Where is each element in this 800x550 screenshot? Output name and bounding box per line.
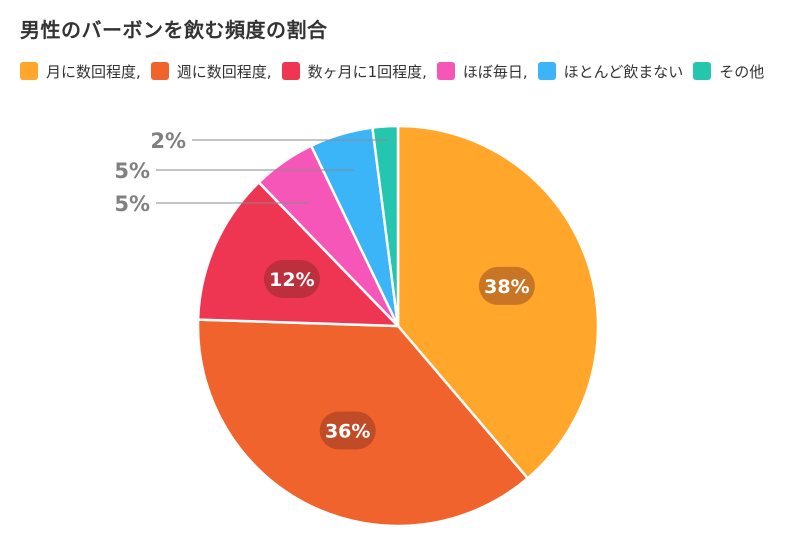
legend-item[interactable]: 月に数回程度, <box>20 62 141 81</box>
pie-slice[interactable] <box>196 181 400 328</box>
data-label-background <box>319 411 376 450</box>
data-label-background <box>263 260 320 298</box>
legend-label: ほぼ毎日, <box>462 62 528 81</box>
legend-label: 週に数回程度, <box>176 62 272 81</box>
data-label: 38% <box>484 276 529 298</box>
data-label: 36% <box>325 421 370 443</box>
chart-legend: 月に数回程度, 週に数回程度, 数ヶ月に1回程度, ほぼ毎日, ほとんど飲まない その他 <box>20 62 780 81</box>
legend-item[interactable]: その他 <box>693 62 765 81</box>
pie-slice[interactable] <box>196 318 529 528</box>
legend-item[interactable]: 週に数回程度, <box>150 62 272 81</box>
legend-label: 数ヶ月に1回程度, <box>307 62 427 81</box>
legend-swatch <box>20 62 38 80</box>
legend-swatch <box>436 62 455 80</box>
legend-label: 月に数回程度, <box>46 62 141 81</box>
legend-swatch <box>150 62 169 80</box>
data-label: 5% <box>114 192 150 216</box>
legend-swatch <box>693 62 712 80</box>
legend-label: その他 <box>719 62 765 81</box>
data-label: 5% <box>114 159 150 183</box>
chart-title: 男性のバーボンを飲む頻度の割合 <box>20 18 328 42</box>
pie-slice[interactable] <box>371 124 400 328</box>
legend-item[interactable]: ほぼ毎日, <box>436 62 528 81</box>
legend-item[interactable]: ほとんど飲まない <box>537 62 684 81</box>
legend-item[interactable]: 数ヶ月に1回程度, <box>281 62 427 81</box>
legend-swatch <box>537 62 556 80</box>
legend-swatch <box>281 62 300 80</box>
legend-label: ほとんど飲まない <box>563 62 684 81</box>
data-label: 12% <box>269 269 314 291</box>
pie-slice[interactable] <box>396 124 600 480</box>
data-label-background <box>478 266 535 305</box>
data-label: 2% <box>150 129 186 153</box>
